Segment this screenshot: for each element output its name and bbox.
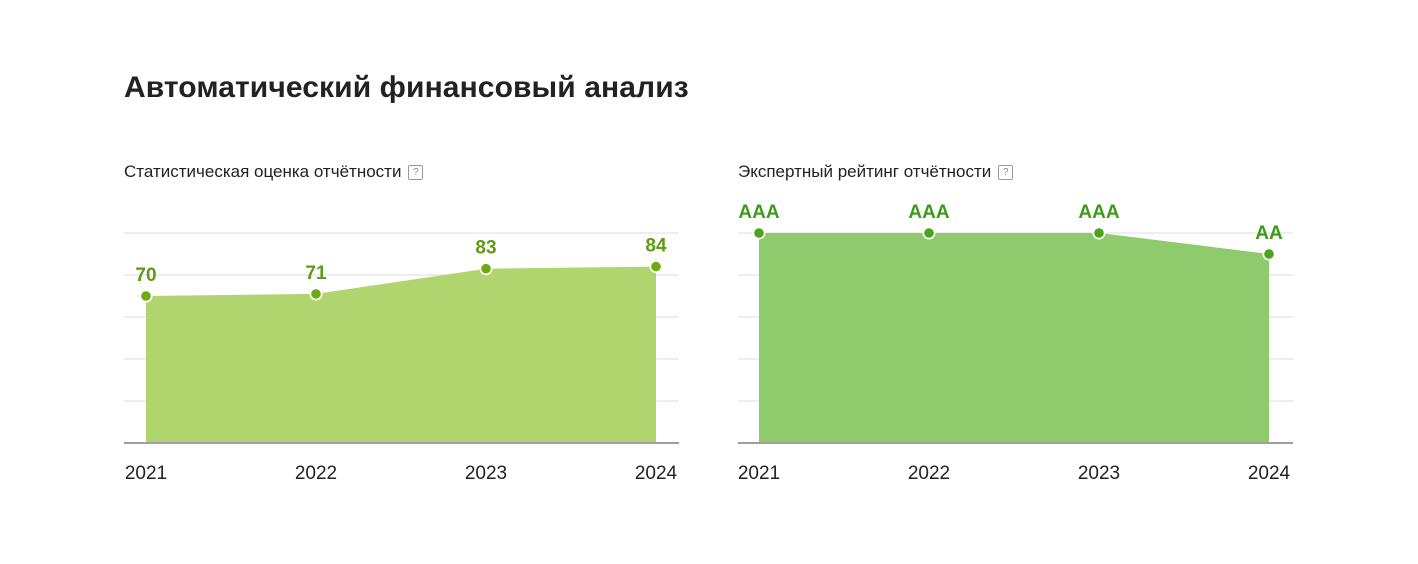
x-tick-label: 2023: [465, 463, 507, 484]
data-label: 84: [645, 236, 667, 257]
help-icon[interactable]: ?: [408, 164, 424, 180]
chart-title-expert: Экспертный рейтинг отчётности ?: [738, 162, 1014, 182]
x-tick-label: 2021: [125, 463, 167, 484]
data-point: [481, 263, 491, 274]
data-point: [141, 291, 151, 301]
chart-title-statistical-label: Статистическая оценка отчётности: [124, 162, 402, 181]
help-icon[interactable]: ?: [998, 164, 1014, 180]
data-label: 70: [135, 265, 156, 286]
chart-title-statistical: Статистическая оценка отчётности ?: [124, 162, 424, 182]
data-label: 71: [305, 263, 327, 284]
data-point: [651, 261, 661, 272]
x-tick-label: 2024: [635, 463, 678, 484]
x-tick-label: 2022: [295, 463, 337, 484]
page-title: Автоматический финансовый анализ: [124, 71, 689, 104]
data-label: 83: [475, 238, 496, 259]
chart-title-expert-label: Экспертный рейтинг отчётности: [738, 162, 992, 181]
area-fill: [146, 266, 656, 443]
data-point: [311, 289, 321, 299]
